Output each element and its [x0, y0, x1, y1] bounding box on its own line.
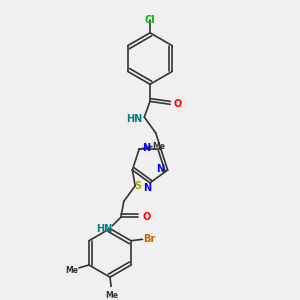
Text: HN: HN	[126, 114, 142, 124]
Text: S: S	[134, 181, 142, 191]
Text: N: N	[142, 143, 150, 153]
Text: Me: Me	[65, 266, 78, 275]
Text: Cl: Cl	[145, 15, 155, 25]
Text: HN: HN	[96, 224, 112, 234]
Text: O: O	[142, 212, 151, 222]
Text: Me: Me	[105, 291, 118, 300]
Text: N: N	[143, 183, 151, 193]
Text: O: O	[173, 99, 181, 109]
Text: Me: Me	[153, 142, 166, 151]
Text: Br: Br	[143, 234, 156, 244]
Text: N: N	[157, 164, 165, 174]
